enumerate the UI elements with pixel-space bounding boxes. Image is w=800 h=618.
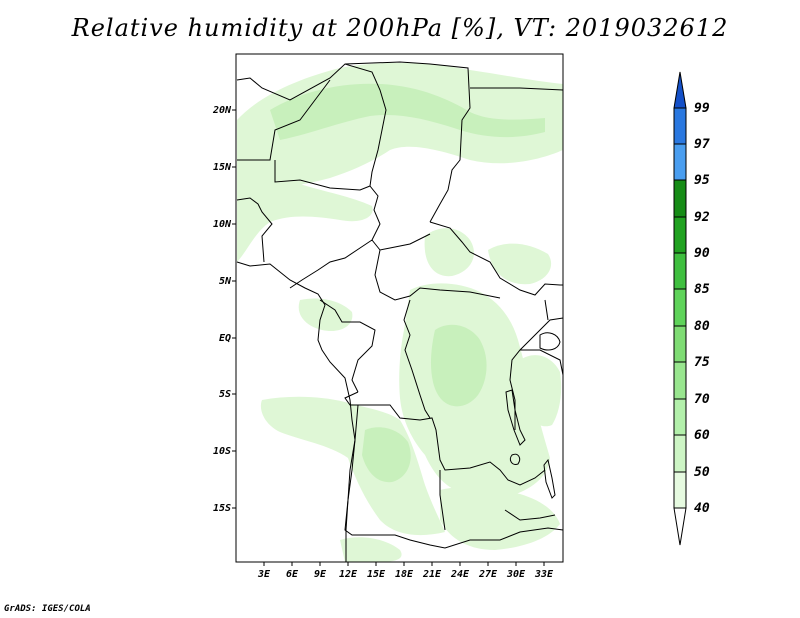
- colorbar: [673, 71, 687, 546]
- colorbar-segment: [673, 216, 687, 254]
- lon-tick-label: 15E: [367, 569, 386, 580]
- colorbar-segment: [673, 325, 687, 363]
- border-lines-north: [236, 61, 564, 263]
- colorbar-label: 80: [694, 319, 710, 334]
- lake-shape-tanganyika: [505, 389, 526, 446]
- lat-tick-label: 20N: [212, 105, 232, 116]
- humidity-area-north-2: [270, 83, 545, 140]
- lon-axis: 3E 6E 9E 12E 15E 18E 21E 24E 27E 30E 33E: [257, 562, 554, 580]
- colorbar-segment: [673, 434, 687, 473]
- lon-tick-label: 21E: [422, 569, 442, 580]
- humidity-area-angola-2: [362, 427, 411, 483]
- colorbar-arrow-top: [673, 71, 687, 109]
- humidity-area-car: [424, 228, 474, 277]
- humidity-area-gabon: [298, 298, 353, 332]
- colorbar-segment: [673, 398, 687, 436]
- colorbar-label: 70: [694, 392, 710, 407]
- lat-tick-marks: [232, 109, 236, 509]
- colorbar-segment: [673, 471, 687, 509]
- lon-tick-label: 12E: [339, 569, 358, 580]
- colorbar-label: 40: [694, 501, 710, 516]
- lat-tick-label: 5S: [219, 389, 231, 400]
- lon-tick-label: 27E: [478, 569, 498, 580]
- lon-tick-label: 9E: [314, 569, 327, 580]
- colorbar-label: 85: [694, 282, 710, 297]
- colorbar-segment: [673, 252, 687, 290]
- lat-tick-label: 10N: [213, 219, 232, 230]
- lon-tick-label: 3E: [257, 569, 271, 580]
- colorbar-label: 90: [694, 246, 710, 261]
- lon-tick-marks: [263, 562, 545, 566]
- colorbar-labels: 99 97 95 92 90 85 80 75 70 60 50 40: [694, 101, 710, 516]
- country-borders: [236, 61, 564, 562]
- colorbar-label: 50: [694, 465, 710, 480]
- colorbar-segment: [673, 288, 687, 327]
- lat-tick-label: 15N: [213, 162, 232, 173]
- lake-shape-malawi: [543, 458, 556, 499]
- lat-tick-label: 5N: [219, 276, 232, 287]
- colorbar-segment: [673, 107, 687, 145]
- border-lines-south: [344, 299, 564, 549]
- lat-tick-label: 15S: [213, 503, 231, 514]
- colorbar-segment: [673, 143, 687, 181]
- humidity-shading: [237, 62, 563, 562]
- colorbar-label: 60: [694, 428, 710, 443]
- humidity-area-south: [440, 487, 560, 550]
- lon-tick-label: 18E: [395, 569, 414, 580]
- lon-tick-label: 33E: [534, 569, 554, 580]
- colorbar-label: 92: [694, 210, 710, 225]
- humidity-area-west: [237, 176, 373, 262]
- credit-label: GrADS: IGES/COLA: [4, 604, 91, 614]
- colorbar-label: 97: [694, 137, 710, 152]
- humidity-area-southwest: [340, 537, 402, 562]
- lake-shape-mweru: [509, 453, 521, 465]
- humidity-area-angola: [260, 396, 445, 536]
- colorbar-arrow-bottom: [673, 507, 687, 546]
- lon-tick-label: 24E: [450, 569, 470, 580]
- colorbar-segment: [673, 361, 687, 400]
- colorbar-segment: [673, 179, 687, 218]
- coastline: [236, 261, 356, 562]
- page-title: Relative humidity at 200hPa [%], VT: 201…: [71, 14, 729, 42]
- lon-tick-label: 6E: [286, 569, 299, 580]
- colorbar-label: 99: [694, 101, 710, 116]
- lat-tick-label: EQ: [219, 333, 231, 344]
- colorbar-label: 75: [694, 355, 710, 370]
- border-lines-central: [289, 221, 563, 419]
- colorbar-label: 95: [694, 173, 710, 188]
- humidity-area-congo-2: [430, 324, 487, 407]
- lat-axis: 20N 15N 10N 5N EQ 5S 10S 15S: [212, 105, 236, 514]
- lat-tick-label: 10S: [213, 446, 231, 457]
- lake-shape-victoria: [539, 332, 561, 351]
- map-frame: [235, 53, 564, 563]
- humidity-area-east: [516, 355, 562, 427]
- humidity-area-sudan: [488, 243, 552, 285]
- lon-tick-label: 30E: [506, 569, 526, 580]
